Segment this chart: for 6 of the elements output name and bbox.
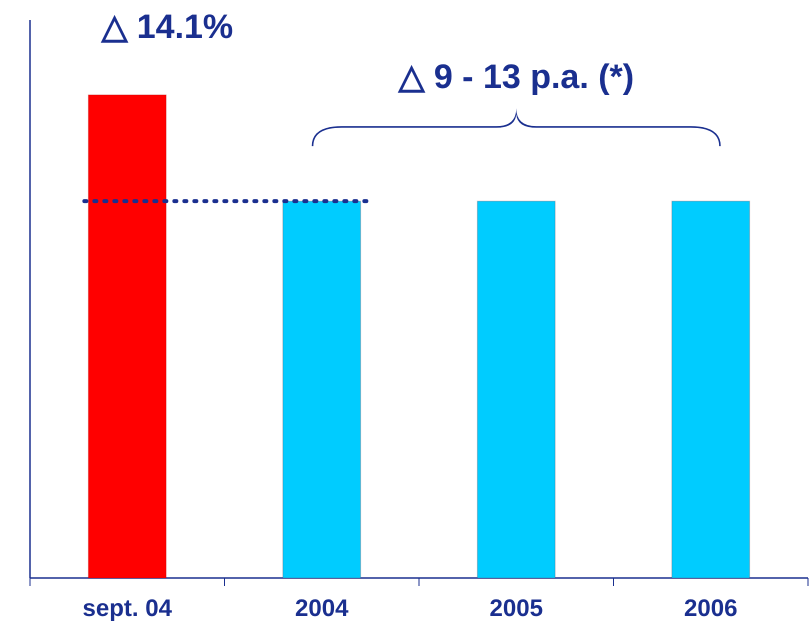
x-tick-label: 2004 bbox=[295, 595, 350, 622]
text: △ 14.1% bbox=[100, 8, 234, 46]
x-tick-label: 2005 bbox=[490, 595, 543, 622]
x-tick-label: 2006 bbox=[684, 595, 738, 622]
annotation: △ 9 - 13 p.a. (*) bbox=[397, 58, 634, 96]
x-tick-label: sept. 04 bbox=[82, 595, 173, 622]
